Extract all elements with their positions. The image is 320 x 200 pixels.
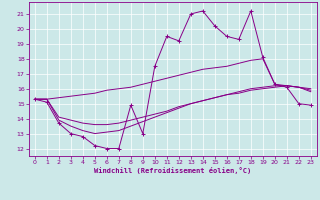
X-axis label: Windchill (Refroidissement éolien,°C): Windchill (Refroidissement éolien,°C)	[94, 167, 252, 174]
